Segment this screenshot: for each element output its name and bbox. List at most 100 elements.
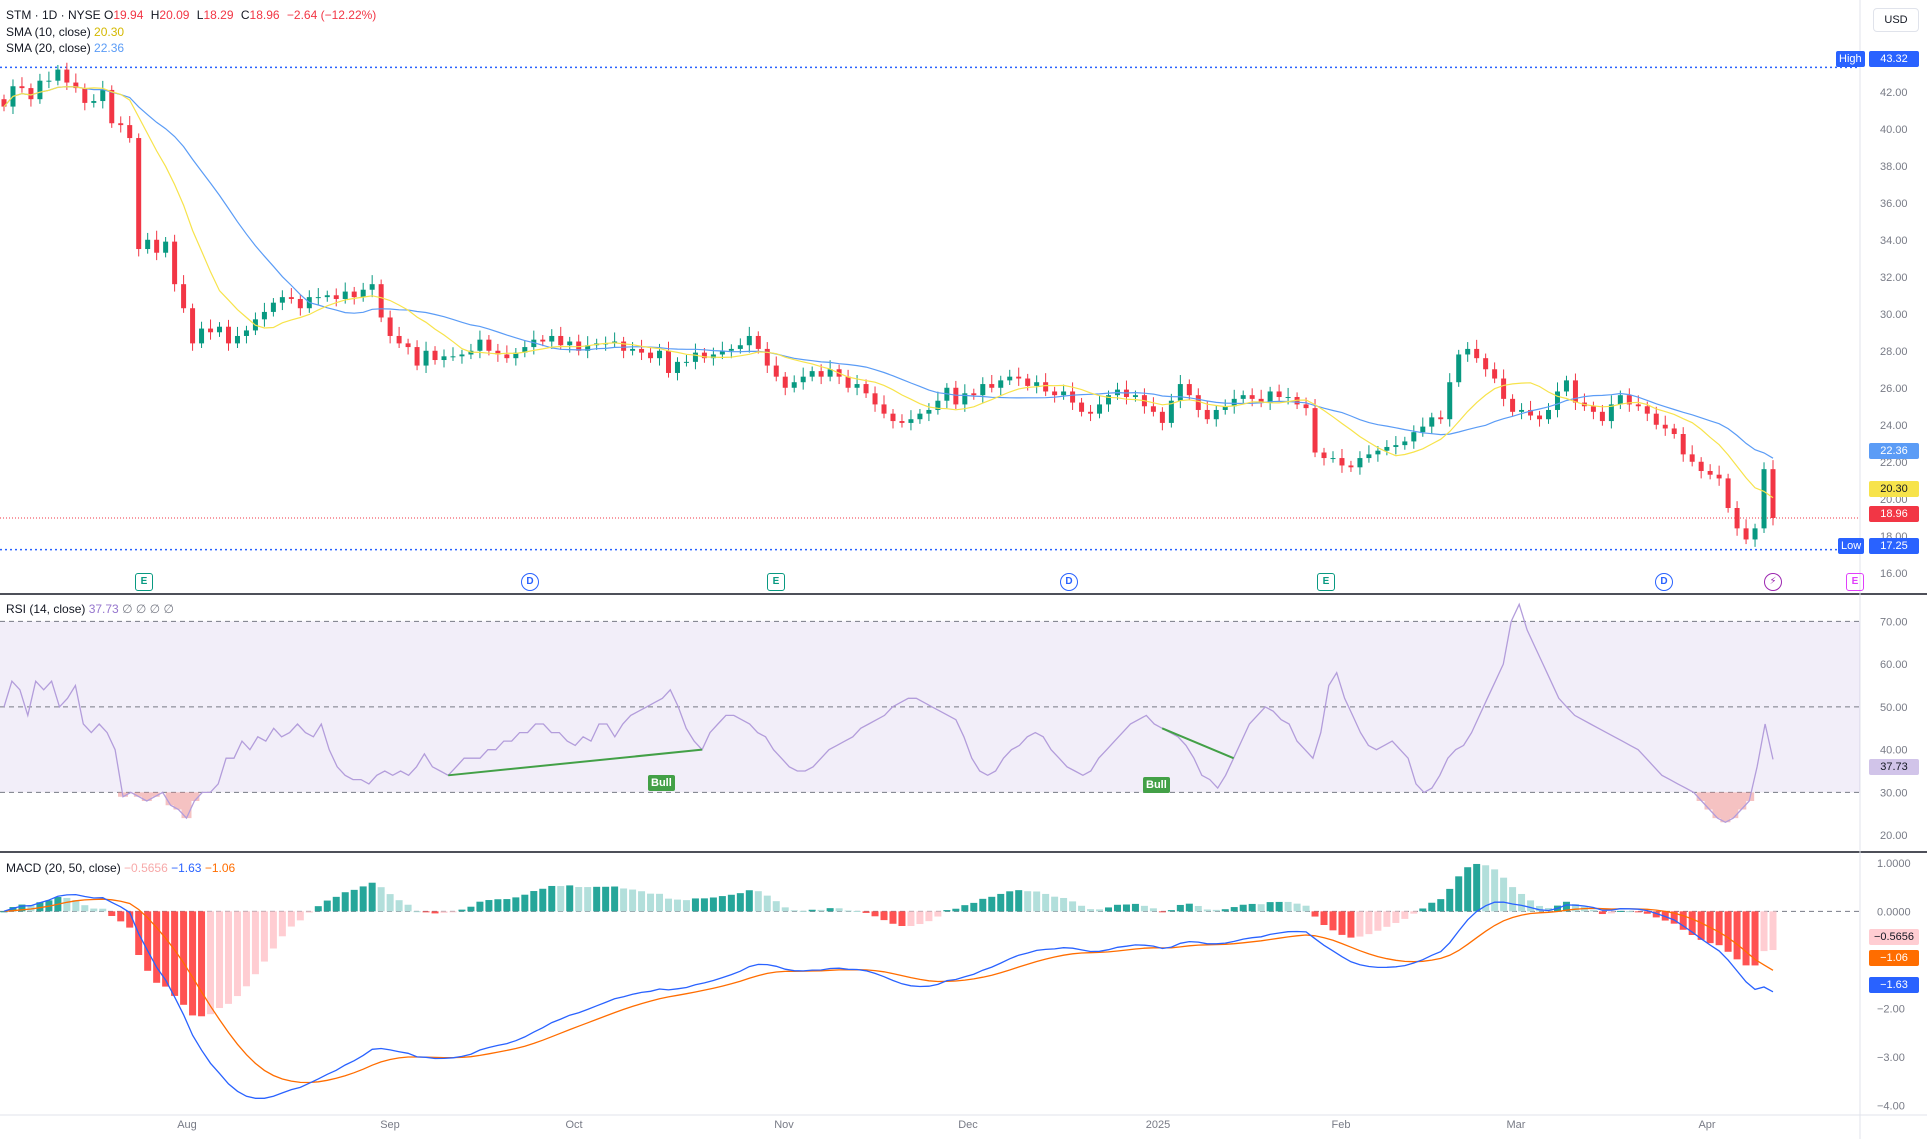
candle-body: [1375, 450, 1381, 455]
macd-tick-label: 0.0000: [1877, 906, 1911, 918]
earnings-icon[interactable]: E: [767, 573, 785, 591]
rsi-oversold-fill: [118, 792, 1755, 823]
macd-hist-bar: [844, 910, 852, 912]
macd-hist-bar: [682, 900, 690, 912]
macd-hist-bar: [1239, 904, 1247, 912]
candle-body: [369, 284, 375, 290]
dividend-icon[interactable]: D: [1655, 573, 1673, 591]
macd-hist-bar: [1679, 911, 1687, 930]
rsi-bull-divergence-line: [1161, 727, 1234, 760]
macd-hist-bar: [108, 911, 116, 916]
macd-hist-bar: [278, 911, 286, 937]
macd-hist-bar: [1015, 890, 1023, 912]
low-value-tag: 17.25: [1869, 538, 1919, 554]
macd-hist-bar: [368, 882, 376, 912]
candle-body: [333, 295, 339, 299]
candle-body: [441, 356, 447, 361]
candle-body: [217, 326, 223, 333]
split-icon[interactable]: ⚡: [1764, 573, 1782, 591]
macd-hist-bar: [1401, 911, 1409, 919]
candle-body: [234, 335, 240, 344]
rsi-bull-divergence-1[interactable]: Bull: [648, 775, 675, 791]
macd-hist-bar: [1482, 865, 1490, 912]
candle-body: [19, 86, 25, 89]
dividend-icon[interactable]: D: [521, 573, 539, 591]
candle-body: [136, 138, 142, 250]
candle-body: [1563, 380, 1569, 392]
sma20-legend[interactable]: SMA (20, close) 22.36: [6, 41, 125, 55]
macd-hist-bar: [171, 911, 179, 996]
macd-legend[interactable]: MACD (20, 50, close) −0.5656 −1.63 −1.06: [6, 861, 236, 875]
macd-histogram: [0, 863, 1777, 1017]
macd-hist-bar: [36, 902, 44, 912]
macd-hist-bar: [314, 906, 322, 912]
candle-body: [396, 335, 402, 344]
candle-body: [1725, 478, 1731, 509]
candle-body: [791, 382, 797, 388]
macd-hist-bar: [781, 907, 789, 912]
candle-body: [1671, 428, 1677, 435]
candle-body: [1070, 391, 1076, 403]
candle-body: [1743, 528, 1749, 540]
macd-hist-bar: [1733, 911, 1741, 960]
dividend-icon[interactable]: D: [1060, 573, 1078, 591]
macd-hist-bar: [1266, 902, 1274, 912]
candle-body: [639, 348, 645, 353]
macd-hist-bar: [287, 911, 295, 927]
candle-body: [1168, 400, 1174, 423]
candle-body: [1420, 426, 1426, 433]
candle-body: [55, 69, 61, 81]
price-tick-label: 34.00: [1880, 235, 1908, 247]
candle-body: [1393, 445, 1399, 447]
open-value: 19.94: [113, 8, 144, 22]
macd-signal-line: [3, 898, 1774, 1084]
candle-body: [1402, 441, 1408, 446]
candle-body: [1339, 458, 1345, 466]
macd-hist-bar: [296, 911, 304, 921]
candle-body: [746, 335, 752, 346]
macd-hist-bar: [1437, 899, 1445, 912]
sma10-legend[interactable]: SMA (10, close) 20.30: [6, 25, 125, 39]
macd-hist-bar: [1024, 891, 1032, 912]
candle-body: [1546, 409, 1552, 420]
time-tick-label: Sep: [380, 1119, 400, 1131]
candle-body: [1177, 384, 1183, 401]
macd-hist-bar: [1688, 911, 1696, 935]
macd-hist-bar: [880, 911, 888, 921]
candle-body: [1662, 424, 1668, 429]
candle-body: [1429, 417, 1435, 427]
candle-body: [495, 350, 501, 355]
macd-hist-bar: [970, 902, 978, 912]
macd-hist-bar: [916, 911, 924, 925]
earnings-icon[interactable]: E: [1317, 573, 1335, 591]
currency-button[interactable]: USD: [1873, 8, 1919, 32]
macd-hist-bar: [1176, 904, 1184, 912]
earnings-icon[interactable]: E: [1846, 573, 1864, 591]
candle-body: [1330, 458, 1336, 460]
macd-hist-bar: [754, 891, 762, 912]
candle-body: [585, 345, 591, 351]
macd-hist-bar: [745, 890, 753, 912]
rsi-bull-divergence-2[interactable]: Bull: [1143, 777, 1170, 793]
candle-body: [782, 376, 788, 388]
candle-body: [540, 339, 546, 342]
macd-hist-tag: −0.5656: [1869, 929, 1919, 945]
candles: [1, 62, 1776, 547]
macd-hist-bar: [808, 909, 816, 912]
candle-body: [827, 369, 833, 377]
macd-hist-bar: [1096, 909, 1104, 912]
macd-hist-bar: [413, 911, 421, 913]
macd-hist-bar: [1275, 901, 1283, 912]
rsi-tick-label: 20.00: [1880, 830, 1908, 842]
macd-hist-bar: [799, 910, 807, 912]
rsi-tick-label: 70.00: [1880, 616, 1908, 628]
candle-body: [908, 419, 914, 423]
macd-hist-bar: [1356, 911, 1364, 937]
macd-hist-bar: [736, 893, 744, 912]
candle-body: [387, 317, 393, 336]
rsi-legend[interactable]: RSI (14, close) 37.73 ∅ ∅ ∅ ∅: [6, 602, 174, 616]
macd-hist-bar: [476, 901, 484, 912]
earnings-icon[interactable]: E: [135, 573, 153, 591]
candle-body: [154, 239, 160, 253]
